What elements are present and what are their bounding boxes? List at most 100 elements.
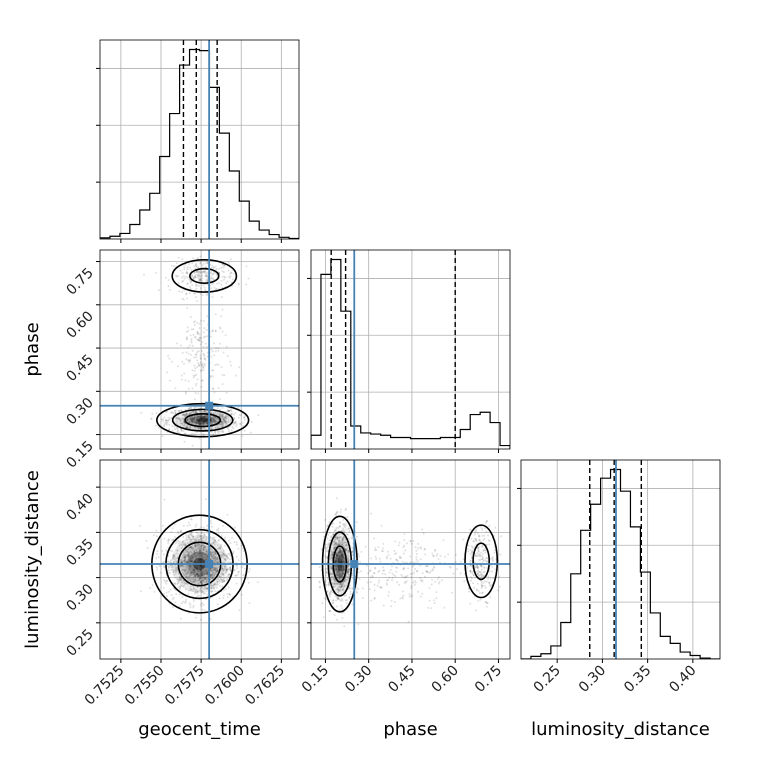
sample-point xyxy=(183,559,186,562)
sample-point xyxy=(203,609,206,612)
sample-point xyxy=(197,269,200,272)
sample-point xyxy=(478,538,481,541)
sample-point xyxy=(206,552,209,555)
sample-point xyxy=(235,420,237,423)
sample-point xyxy=(183,568,185,571)
sample-point xyxy=(187,552,190,554)
x-tick-label: 0.7600 xyxy=(202,663,248,709)
sample-point xyxy=(197,420,200,423)
sample-point xyxy=(188,420,191,423)
sample-point xyxy=(482,571,485,574)
sample-point xyxy=(198,550,201,553)
sample-point xyxy=(155,424,157,427)
sample-point xyxy=(190,280,192,283)
sample-point xyxy=(336,582,339,585)
sample-point xyxy=(191,419,194,422)
sample-point xyxy=(205,419,208,422)
sample-point xyxy=(190,419,193,422)
sample-point xyxy=(326,556,329,559)
sample-point xyxy=(199,427,201,430)
sample-point xyxy=(161,561,164,564)
sample-point xyxy=(218,539,221,542)
sample-point xyxy=(186,426,189,429)
sample-point xyxy=(189,558,192,561)
sample-point xyxy=(348,527,350,530)
sample-point xyxy=(217,532,220,535)
sample-point xyxy=(186,282,189,285)
sample-point xyxy=(192,277,195,280)
sample-point xyxy=(337,538,340,541)
sample-point xyxy=(333,578,336,581)
sample-point xyxy=(319,585,322,588)
sample-point xyxy=(204,570,207,573)
sample-point xyxy=(342,569,345,572)
sample-point xyxy=(209,569,212,572)
x-tick-label: 0.7575 xyxy=(162,663,208,709)
sample-point xyxy=(175,570,178,573)
sample-point xyxy=(156,568,159,571)
sample-point xyxy=(211,273,214,276)
sample-point xyxy=(203,546,206,549)
sample-point xyxy=(484,551,487,554)
sample-point xyxy=(180,579,183,581)
sample-point xyxy=(196,576,199,579)
sample-point xyxy=(227,428,230,431)
sample-point xyxy=(206,419,209,422)
sample-point xyxy=(218,414,221,417)
sample-point xyxy=(196,575,199,578)
sample-point xyxy=(184,422,187,425)
sample-point xyxy=(347,572,349,574)
sample-point xyxy=(440,579,443,582)
sample-point xyxy=(205,420,208,422)
sample-point xyxy=(369,570,372,573)
sample-point xyxy=(191,552,193,554)
sample-point xyxy=(475,539,478,541)
sample-point xyxy=(203,286,206,289)
sample-point xyxy=(162,418,165,421)
sample-point xyxy=(184,588,187,591)
sample-point xyxy=(165,582,168,585)
sample-point xyxy=(196,300,198,303)
sample-point xyxy=(204,423,207,426)
sample-point xyxy=(201,271,204,273)
sample-point xyxy=(189,587,192,590)
sample-point xyxy=(196,573,199,576)
sample-point xyxy=(223,588,226,591)
sample-point xyxy=(185,412,188,415)
sample-point xyxy=(157,289,160,292)
sample-point xyxy=(223,577,226,580)
sample-point xyxy=(192,410,195,413)
sample-point xyxy=(183,424,186,427)
sample-point xyxy=(341,599,344,602)
sample-point xyxy=(168,379,171,382)
sample-point xyxy=(431,569,434,572)
sample-point xyxy=(342,589,344,591)
sample-point xyxy=(335,541,338,544)
panel-phase-luminosity_distance xyxy=(310,459,511,660)
sample-point xyxy=(188,266,191,269)
sample-point xyxy=(342,523,345,526)
sample-point xyxy=(347,558,350,561)
sample-point xyxy=(338,540,341,543)
sample-point xyxy=(183,581,186,584)
sample-point xyxy=(197,420,199,423)
sample-point xyxy=(185,561,188,563)
sample-point xyxy=(351,586,354,589)
sample-point xyxy=(370,599,373,602)
sample-point xyxy=(335,553,338,556)
sample-point xyxy=(434,548,437,551)
sample-point xyxy=(241,421,244,424)
sample-point xyxy=(204,419,207,422)
sample-point xyxy=(211,417,214,420)
sample-point xyxy=(331,556,334,559)
sample-point xyxy=(330,552,333,555)
sample-point xyxy=(347,550,350,553)
sample-point xyxy=(374,549,376,552)
sample-point xyxy=(337,570,340,573)
sample-point xyxy=(469,528,472,531)
sample-point xyxy=(204,587,207,590)
sample-point xyxy=(200,278,203,281)
sample-point xyxy=(339,549,341,551)
sample-point xyxy=(324,543,327,546)
sample-point xyxy=(195,406,198,409)
